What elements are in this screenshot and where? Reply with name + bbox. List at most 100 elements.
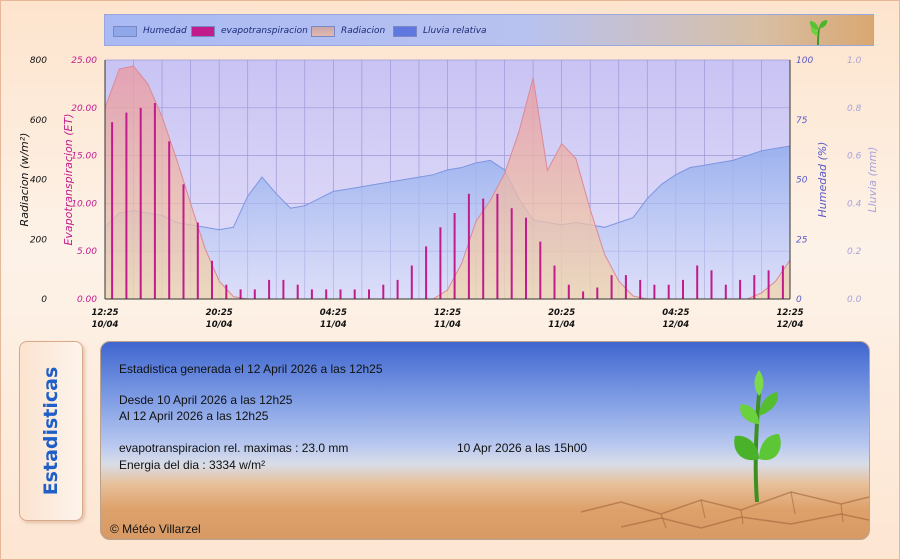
et-bar: [211, 260, 213, 299]
et-tick-label: 15.00: [71, 152, 97, 162]
radiacion-tick-label: 800: [30, 56, 47, 66]
et-bar: [496, 193, 499, 299]
et-bar: [382, 284, 385, 299]
lluvia-tick-label: 0.6: [847, 152, 862, 162]
stats-panel: Estadistica generada el 12 April 2026 a …: [100, 341, 870, 540]
x-tick-time: 12:25: [434, 308, 461, 318]
x-tick-date: 12/04: [662, 320, 689, 330]
x-tick-time: 20:25: [206, 308, 233, 318]
et-bar: [139, 107, 142, 299]
radiacion-tick-label: 400: [30, 176, 47, 186]
et-bar: [739, 279, 742, 299]
et-bar: [425, 246, 428, 299]
humedad-axis-title: Humedad (%): [816, 142, 829, 218]
et-bar: [682, 279, 684, 299]
legend-item-humedad: Humedad: [113, 25, 187, 37]
sprout-icon: [809, 20, 828, 46]
et-bar: [567, 284, 570, 299]
sprout-plant-icon: [734, 370, 781, 503]
legend-label-humedad: Humedad: [143, 26, 187, 36]
legend-label-radiacion: Radiacion: [341, 26, 386, 36]
et-bar: [439, 227, 442, 299]
et-bar: [339, 289, 342, 299]
stats-generated: Estadistica generada el 12 April 2026 a …: [119, 362, 383, 376]
et-bar: [596, 287, 599, 299]
et-bar: [368, 289, 370, 299]
x-tick-date: 11/04: [548, 320, 575, 330]
radiacion-tick-label: 200: [30, 235, 47, 245]
et-bar: [525, 217, 527, 299]
et-bar: [253, 289, 256, 299]
humedad-tick-label: 50: [796, 176, 808, 186]
et-bar: [125, 112, 128, 299]
stats-from: Desde 10 April 2026 a las 12h25: [119, 393, 293, 407]
x-tick-time: 04:25: [320, 308, 347, 318]
et-bar: [282, 279, 285, 299]
desert-ground-image: [580, 491, 869, 529]
et-tick-label: 0.00: [77, 295, 97, 305]
et-bar: [310, 289, 313, 299]
et-bar: [639, 279, 642, 299]
et-bar: [696, 265, 699, 299]
legend-item-lluvia: Lluvia relativa: [393, 25, 487, 37]
et-bar: [353, 289, 356, 299]
legend-swatch-radiacion: [311, 25, 335, 37]
et-bar: [296, 284, 299, 299]
lluvia-tick-label: 0.0: [847, 295, 862, 305]
stats-to: Al 12 April 2026 a las 12h25: [119, 409, 269, 423]
lluvia-tick-label: 0.2: [847, 247, 862, 257]
series-humedad-line: [104, 145, 791, 231]
et-bar: [553, 265, 556, 299]
legend-swatch-lluvia: [393, 25, 417, 37]
legend-item-evapotranspiracion: evapotranspiracion: [191, 25, 308, 37]
et-bar: [582, 291, 585, 299]
et-bar: [453, 213, 456, 299]
x-tick-date: 10/04: [92, 320, 119, 330]
legend-label-lluvia: Lluvia relativa: [423, 26, 487, 36]
legend-swatch-evapotranspiracion: [191, 25, 215, 37]
et-bar: [753, 275, 756, 299]
x-tick-time: 20:25: [548, 308, 575, 318]
et-bar: [396, 279, 399, 299]
humedad-tick-label: 100: [796, 56, 813, 66]
et-bar: [325, 289, 328, 299]
x-tick-time: 04:25: [662, 308, 689, 318]
legend-item-radiacion: Radiacion: [311, 25, 385, 37]
stats-et-max: evapotranspiracion rel. maximas : 23.0 m…: [119, 441, 349, 455]
et-bar: [510, 208, 513, 299]
humedad-tick-label: 25: [796, 235, 808, 245]
et-bar: [767, 270, 770, 299]
x-tick-time: 12:25: [776, 308, 803, 318]
series-radiacion-area: [105, 66, 790, 299]
et-bar: [539, 241, 542, 299]
x-tick-date: 12/04: [777, 320, 804, 330]
lluvia-axis-title: Lluvia (mm): [866, 147, 879, 213]
et-tick-label: 5.00: [77, 247, 97, 257]
stats-et-max-date: 10 Apr 2026 a las 15h00: [457, 441, 588, 455]
stats-energy: Energia del dia : 3334 w/m²: [119, 458, 266, 472]
et-bar: [482, 198, 485, 299]
stats-tab-label: Estadisticas: [40, 366, 62, 496]
stats-tab[interactable]: Estadisticas: [19, 341, 83, 521]
et-bar: [168, 141, 171, 299]
et-bar: [239, 289, 242, 299]
legend-label-evapotranspiracion: evapotranspiracion: [221, 26, 308, 36]
x-tick-date: 10/04: [206, 320, 233, 330]
et-bar: [182, 184, 185, 299]
et-bar: [781, 265, 784, 299]
weather-chart: 02004006008000.005.0010.0015.0020.0025.0…: [18, 56, 879, 330]
copyright: © Météo Villarzel: [110, 522, 201, 536]
humedad-tick-label: 75: [796, 116, 808, 126]
chart-plot-group: 02004006008000.005.0010.0015.0020.0025.0…: [18, 56, 879, 330]
humedad-tick-label: 0: [796, 295, 802, 305]
et-bar: [653, 284, 656, 299]
x-tick-date: 11/04: [320, 320, 347, 330]
x-tick-time: 12:25: [91, 308, 118, 318]
et-bar: [153, 103, 156, 299]
et-bar: [710, 270, 713, 299]
radiacion-tick-label: 0: [41, 295, 47, 305]
et-bar: [196, 222, 199, 299]
legend-swatch-humedad: [113, 25, 137, 37]
et-bar: [111, 122, 114, 299]
series-humedad-area: [105, 146, 790, 299]
